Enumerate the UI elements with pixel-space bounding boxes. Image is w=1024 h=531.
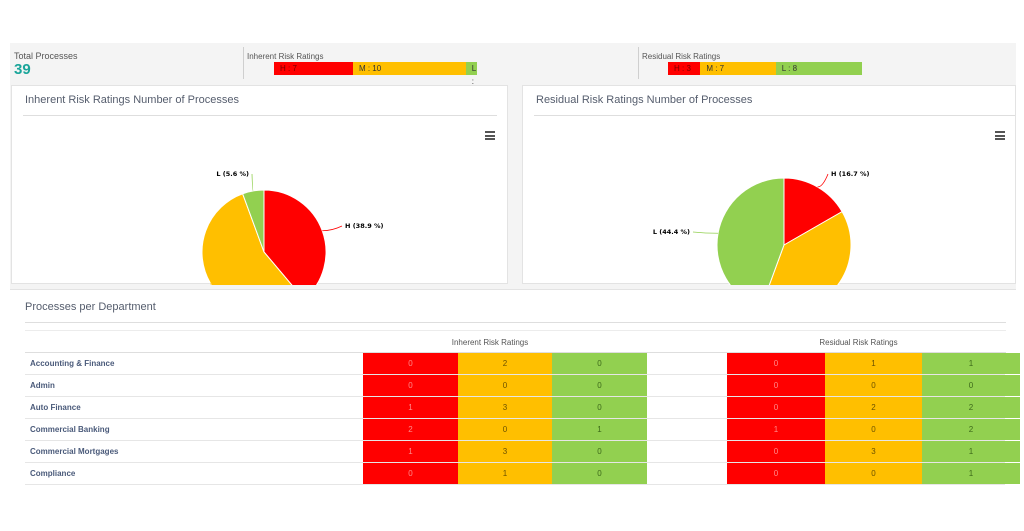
department-name[interactable]: Admin xyxy=(30,381,55,390)
inherent-count-cell[interactable]: 0 xyxy=(363,353,458,374)
inherent-count-cell[interactable]: 1 xyxy=(552,419,647,440)
chart-menu-icon[interactable] xyxy=(995,131,1005,140)
residual-h-segment: H : 3 xyxy=(668,62,701,75)
residual-rating-bar: H : 3 M : 7 L : 8 xyxy=(668,62,862,75)
pie-slice-h[interactable] xyxy=(783,177,843,246)
pie-connector-h xyxy=(817,173,829,188)
residual-count-cell[interactable]: 1 xyxy=(922,441,1020,462)
residual-count-cell[interactable]: 2 xyxy=(825,397,922,418)
residual-count-cell[interactable]: 1 xyxy=(727,419,825,440)
residual-count-cell[interactable]: 0 xyxy=(922,375,1020,396)
inherent-count-cell[interactable]: 1 xyxy=(458,463,552,484)
residual-count-cell[interactable]: 0 xyxy=(727,463,825,484)
inherent-count-cell[interactable]: 2 xyxy=(363,419,458,440)
inherent-count-cell[interactable]: 0 xyxy=(363,463,458,484)
total-processes-label: Total Processes xyxy=(14,51,78,61)
summary-divider xyxy=(243,47,244,79)
inherent-count-cell[interactable]: 0 xyxy=(552,463,647,484)
chart-menu-icon[interactable] xyxy=(485,131,495,140)
department-table-title: Processes per Department xyxy=(25,301,156,313)
department-name[interactable]: Accounting & Finance xyxy=(30,359,115,368)
residual-count-cell[interactable]: 3 xyxy=(825,441,922,462)
dashboard: Total Processes 39 Inherent Risk Ratings… xyxy=(10,43,1020,490)
inherent-count-cell[interactable]: 1 xyxy=(363,441,458,462)
pie-label-h: H (16.7 %) xyxy=(831,170,869,178)
inherent-count-cell[interactable]: 1 xyxy=(363,397,458,418)
department-name[interactable]: Auto Finance xyxy=(30,403,81,412)
residual-count-cell[interactable]: 0 xyxy=(727,375,825,396)
residual-count-cell[interactable]: 0 xyxy=(825,419,922,440)
department-name[interactable]: Compliance xyxy=(30,469,76,478)
inherent-h-segment: H : 7 xyxy=(274,62,353,75)
summary-divider xyxy=(638,47,639,79)
inherent-count-cell[interactable]: 2 xyxy=(458,353,552,374)
residual-group-header: Residual Risk Ratings xyxy=(819,338,898,347)
department-name[interactable]: Commercial Banking xyxy=(30,425,110,434)
pie-slice-m[interactable] xyxy=(761,210,852,285)
residual-pie-card: Residual Risk Ratings Number of Processe… xyxy=(522,85,1016,285)
residual-l-segment: L : 8 xyxy=(775,62,862,75)
card-divider xyxy=(25,322,1006,323)
inherent-count-cell[interactable]: 3 xyxy=(458,441,552,462)
inherent-l-segment: L : 1 xyxy=(465,62,477,99)
inherent-count-cell[interactable]: 0 xyxy=(552,375,647,396)
inherent-pie-title: Inherent Risk Ratings Number of Processe… xyxy=(25,94,239,106)
inherent-count-cell[interactable]: 0 xyxy=(363,375,458,396)
residual-count-cell[interactable]: 0 xyxy=(825,375,922,396)
table-row: Commercial Banking 2 0 1 1 0 2 xyxy=(25,419,1020,441)
pie-label-h: H (38.9 %) xyxy=(345,222,383,230)
pie-connector-h xyxy=(322,225,343,232)
pie-slice-l[interactable] xyxy=(242,189,265,253)
pie-connector-l xyxy=(692,231,719,234)
card-divider xyxy=(534,115,1015,116)
pie-connector-m xyxy=(210,282,212,285)
pie-slice-l[interactable] xyxy=(716,177,785,285)
pie-label-l: L (5.6 %) xyxy=(216,170,249,178)
table-row: Accounting & Finance 0 2 0 0 1 1 xyxy=(25,353,1020,375)
table-row: Commercial Mortgages 1 3 0 0 3 1 xyxy=(25,441,1020,463)
residual-count-cell[interactable]: 2 xyxy=(922,419,1020,440)
residual-count-cell[interactable]: 1 xyxy=(922,353,1020,374)
residual-summary-label: Residual Risk Ratings xyxy=(642,52,721,61)
inherent-m-segment: M : 10 xyxy=(352,62,466,75)
inherent-pie-chart: H (38.9 %)M (55.6 %)L (5.6 %) xyxy=(201,170,383,285)
residual-count-cell[interactable]: 0 xyxy=(727,397,825,418)
summary-bar: Total Processes 39 Inherent Risk Ratings… xyxy=(10,43,1016,99)
residual-count-cell[interactable]: 2 xyxy=(922,397,1020,418)
inherent-count-cell[interactable]: 0 xyxy=(458,375,552,396)
inherent-count-cell[interactable]: 0 xyxy=(552,397,647,418)
residual-count-cell[interactable]: 1 xyxy=(922,463,1020,484)
table-top-rule xyxy=(25,330,1006,331)
residual-count-cell[interactable]: 0 xyxy=(825,463,922,484)
header-rule xyxy=(25,352,1006,353)
inherent-rating-bar: H : 7 M : 10 L : 1 xyxy=(274,62,477,99)
inherent-pie-card: Inherent Risk Ratings Number of Processe… xyxy=(11,85,508,285)
inherent-count-cell[interactable]: 3 xyxy=(458,397,552,418)
table-row: Auto Finance 1 3 0 0 2 2 xyxy=(25,397,1020,419)
residual-count-cell[interactable]: 0 xyxy=(727,353,825,374)
pie-connector-l xyxy=(251,173,254,192)
residual-m-segment: M : 7 xyxy=(700,62,776,75)
pie-label-l: L (44.4 %) xyxy=(653,228,690,236)
table-row: Admin 0 0 0 0 0 0 xyxy=(25,375,1020,397)
inherent-count-cell[interactable]: 0 xyxy=(552,353,647,374)
residual-pie-chart: H (16.7 %)M (38.9 %)L (44.4 %) xyxy=(653,170,869,285)
inherent-summary-label: Inherent Risk Ratings xyxy=(247,52,324,61)
table-row: Compliance 0 1 0 0 0 1 xyxy=(25,463,1020,485)
inherent-group-header: Inherent Risk Ratings xyxy=(451,338,529,347)
residual-count-cell[interactable]: 1 xyxy=(825,353,922,374)
inherent-count-cell[interactable]: 0 xyxy=(552,441,647,462)
residual-pie-title: Residual Risk Ratings Number of Processe… xyxy=(536,94,753,106)
department-table-card: Processes per Department Inherent Risk R… xyxy=(10,289,1020,490)
total-processes-value: 39 xyxy=(14,61,31,78)
inherent-count-cell[interactable]: 0 xyxy=(458,419,552,440)
department-name[interactable]: Commercial Mortgages xyxy=(30,447,119,456)
residual-count-cell[interactable]: 0 xyxy=(727,441,825,462)
card-divider xyxy=(23,115,497,116)
